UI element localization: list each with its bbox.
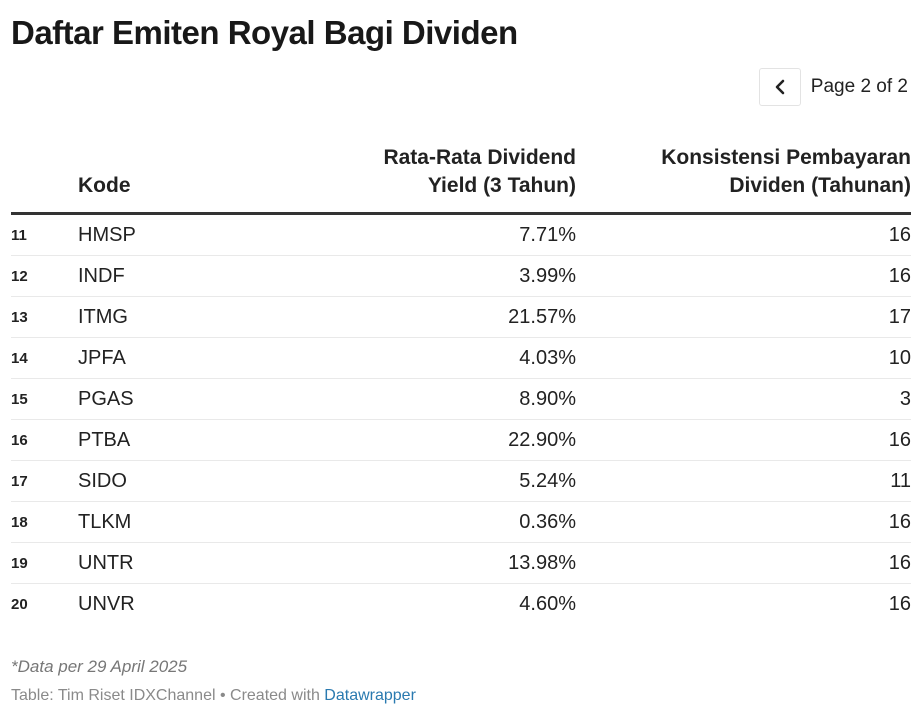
table-header: Kode Rata-Rata Dividend Yield (3 Tahun) … <box>11 140 911 215</box>
data-note: *Data per 29 April 2025 <box>11 657 188 676</box>
header-dividend-yield-line2: Yield (3 Tahun) <box>427 174 576 197</box>
row-rank: 15 <box>11 391 28 408</box>
pagination: Page 2 of 2 <box>758 68 908 106</box>
row-kode: TLKM <box>78 511 132 533</box>
row-rank: 20 <box>11 596 28 613</box>
row-dividend-yield: 0.36% <box>519 511 576 533</box>
row-konsistensi: 16 <box>888 224 911 246</box>
row-kode: SIDO <box>78 470 127 492</box>
table-row: 13 ITMG 21.57% 17 <box>11 297 911 338</box>
table-row: 17 SIDO 5.24% 11 <box>11 461 911 502</box>
table-row: 12 INDF 3.99% 16 <box>11 256 911 297</box>
row-konsistensi: 3 <box>899 388 911 410</box>
row-konsistensi: 16 <box>888 429 911 451</box>
row-rank: 11 <box>11 227 27 244</box>
row-konsistensi: 17 <box>888 306 911 328</box>
table-row: 18 TLKM 0.36% 16 <box>11 502 911 543</box>
datawrapper-link[interactable]: Datawrapper <box>324 687 416 704</box>
row-dividend-yield: 4.60% <box>519 593 576 615</box>
row-dividend-yield: 7.71% <box>519 224 576 246</box>
row-kode: ITMG <box>78 306 128 328</box>
row-konsistensi: 16 <box>888 511 911 533</box>
row-konsistensi: 16 <box>888 265 911 287</box>
row-dividend-yield: 22.90% <box>508 429 576 451</box>
row-kode: UNVR <box>78 593 135 615</box>
row-dividend-yield: 3.99% <box>519 265 576 287</box>
header-konsistensi[interactable]: Konsistensi Pembayaran Dividen (Tahunan) <box>661 144 911 200</box>
row-kode: INDF <box>78 265 125 287</box>
row-dividend-yield: 5.24% <box>519 470 576 492</box>
header-kode[interactable]: Kode <box>78 174 131 197</box>
row-konsistensi: 16 <box>888 552 911 574</box>
header-dividend-yield[interactable]: Rata-Rata Dividend Yield (3 Tahun) <box>383 144 576 200</box>
table-row: 16 PTBA 22.90% 16 <box>11 420 911 461</box>
table-row: 11 HMSP 7.71% 16 <box>11 215 911 256</box>
table-row: 19 UNTR 13.98% 16 <box>11 543 911 584</box>
row-dividend-yield: 13.98% <box>508 552 576 574</box>
previous-page-button[interactable] <box>758 68 801 106</box>
row-rank: 12 <box>11 268 28 285</box>
table-row: 14 JPFA 4.03% 10 <box>11 338 911 379</box>
data-table: Kode Rata-Rata Dividend Yield (3 Tahun) … <box>11 140 911 625</box>
table-body: 11 HMSP 7.71% 16 12 INDF 3.99% 16 13 ITMG 21.57% 17… <box>11 215 911 625</box>
row-kode: JPFA <box>78 347 126 369</box>
row-rank: 19 <box>11 555 28 572</box>
header-konsistensi-line2: Dividen (Tahunan) <box>729 174 911 197</box>
chevron-left-icon <box>775 79 785 95</box>
source-text: Table: Tim Riset IDXChannel • Created wi… <box>11 687 325 704</box>
page-title: Daftar Emiten Royal Bagi Dividen <box>11 14 518 51</box>
row-rank: 17 <box>11 473 28 490</box>
page-indicator: Page 2 of 2 <box>810 76 908 97</box>
row-konsistensi: 11 <box>890 470 911 492</box>
row-kode: PTBA <box>78 429 131 451</box>
row-kode: PGAS <box>78 388 134 410</box>
row-dividend-yield: 8.90% <box>519 388 576 410</box>
row-kode: UNTR <box>78 552 134 574</box>
row-rank: 13 <box>11 309 28 326</box>
row-dividend-yield: 4.03% <box>519 347 576 369</box>
table-row: 20 UNVR 4.60% 16 <box>11 584 911 625</box>
header-konsistensi-line1: Konsistensi Pembayaran <box>661 146 911 169</box>
row-rank: 16 <box>11 432 28 449</box>
row-rank: 18 <box>11 514 28 531</box>
header-dividend-yield-line1: Rata-Rata Dividend <box>383 146 576 169</box>
source-credit: Table: Tim Riset IDXChannel • Created wi… <box>11 687 416 705</box>
row-konsistensi: 10 <box>888 347 911 369</box>
table-row: 15 PGAS 8.90% 3 <box>11 379 911 420</box>
row-rank: 14 <box>11 350 28 367</box>
row-kode: HMSP <box>78 224 136 246</box>
row-dividend-yield: 21.57% <box>508 306 576 328</box>
row-konsistensi: 16 <box>888 593 911 615</box>
